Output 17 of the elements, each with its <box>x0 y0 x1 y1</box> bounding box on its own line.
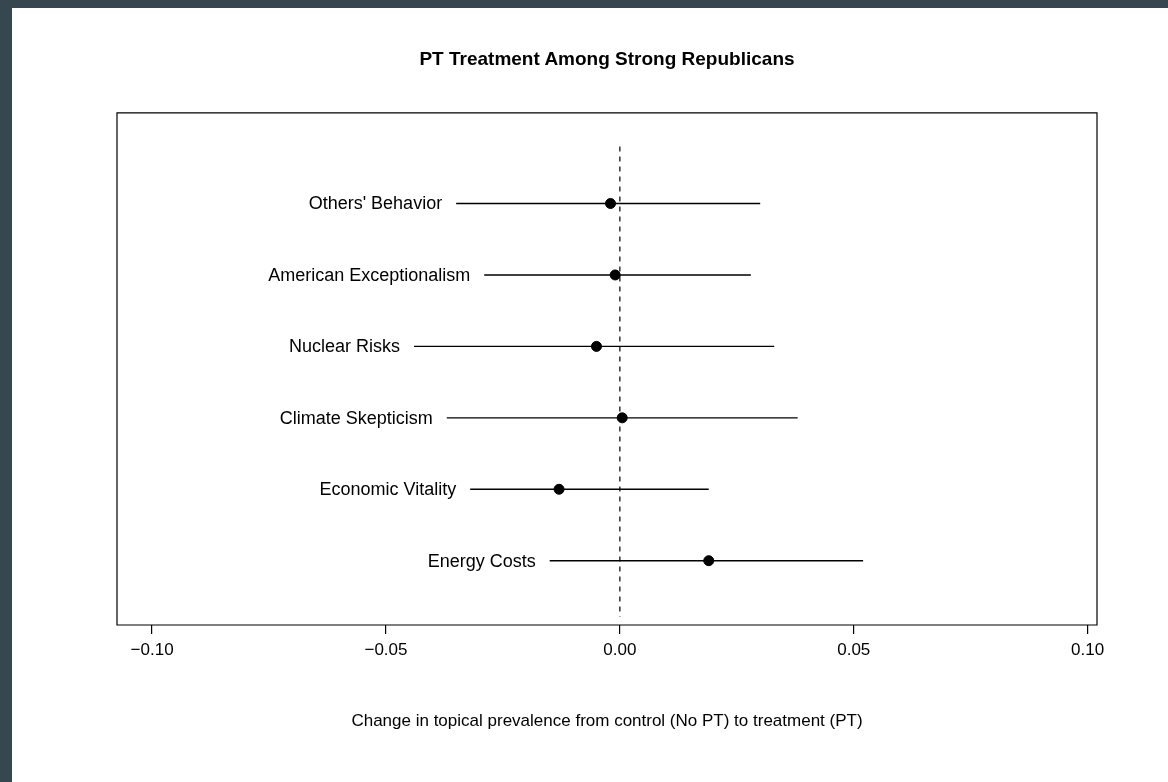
x-tick-label: −0.05 <box>364 639 408 659</box>
point <box>590 340 602 352</box>
point <box>605 198 617 210</box>
y-tick-label: Nuclear Risks <box>289 336 401 357</box>
y-tick-label: Economic Vitality <box>319 479 457 500</box>
point <box>703 555 715 567</box>
y-tick-label: Others' Behavior <box>308 193 443 214</box>
y-tick-label: Climate Skepticism <box>279 407 433 428</box>
y-tick-label: American Exceptionalism <box>268 264 471 285</box>
x-tick-label: 0.00 <box>603 639 637 659</box>
x-tick-label: 0.05 <box>837 639 871 659</box>
chart-title: PT Treatment Among Strong Republicans <box>419 47 795 69</box>
x-tick-label: −0.10 <box>130 639 174 659</box>
x-axis-title: Change in topical prevalence from control (No PT) to treatment (PT) <box>351 711 863 731</box>
y-tick-label: Energy Costs <box>427 550 536 571</box>
point <box>553 483 565 495</box>
x-tick-label: 0.10 <box>1071 639 1105 659</box>
